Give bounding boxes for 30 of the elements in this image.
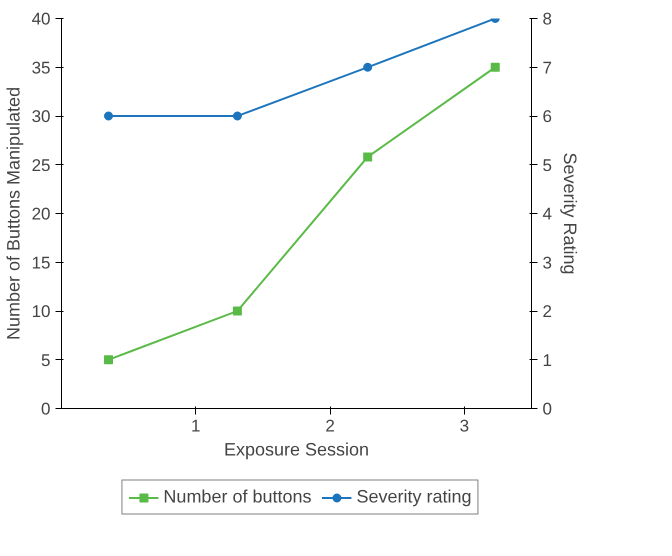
y2-tick-label: 2 <box>542 302 552 321</box>
point <box>363 152 372 162</box>
y-tick-label: 10 <box>32 302 51 321</box>
y2-tick-label: 1 <box>542 350 552 370</box>
x-axis-title: Exposure Session <box>224 440 370 460</box>
y2-tick-label: 3 <box>542 253 552 272</box>
point <box>490 62 500 72</box>
y-tick-label: 15 <box>32 253 51 272</box>
y-tick-label: 40 <box>32 10 51 28</box>
legend-label: Severity rating <box>356 486 472 508</box>
x-tick-label: 1 <box>191 416 201 436</box>
x-tick-label: 3 <box>460 416 470 436</box>
y2-tick-label: 6 <box>542 107 552 126</box>
y2-axis-title: Severity Rating <box>560 152 580 275</box>
y2-tick-label: 8 <box>542 10 552 28</box>
y-axis-title: Number of Buttons Manipulated <box>4 86 24 340</box>
y-tick-label: 25 <box>32 156 51 175</box>
y2-tick-label: 7 <box>542 58 552 78</box>
y2-tick-label: 5 <box>542 156 552 175</box>
y-tick-label: 0 <box>41 400 51 418</box>
point <box>232 306 242 316</box>
legend-label: Number of buttons <box>163 486 312 508</box>
y2-tick-label: 4 <box>542 204 552 224</box>
y-tick-label: 20 <box>32 204 51 224</box>
y2-tick-label: 0 <box>542 400 552 418</box>
x-tick-label: 2 <box>325 416 335 436</box>
y-tick-label: 35 <box>32 58 51 78</box>
y-tick-label: 30 <box>32 107 51 126</box>
y-tick-label: 5 <box>41 350 51 370</box>
point <box>104 355 113 364</box>
